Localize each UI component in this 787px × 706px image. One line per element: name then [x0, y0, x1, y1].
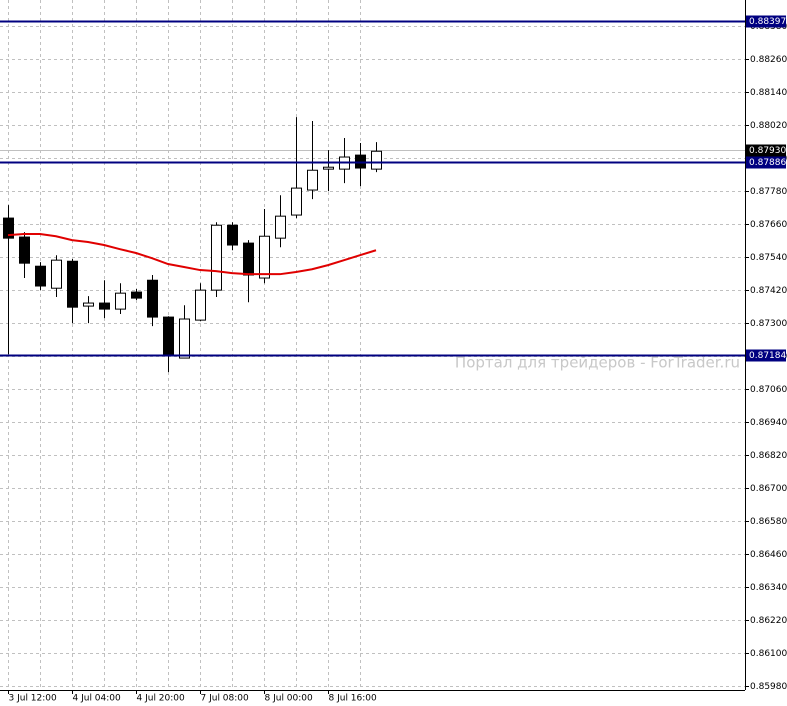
candle-body	[291, 187, 302, 216]
candle-body	[3, 217, 14, 239]
y-tick-label: 0.86340	[750, 583, 787, 593]
x-tick-label: 3 Jul 12:00	[9, 694, 58, 704]
level-label: 0.88397	[749, 17, 786, 27]
level-label-bg	[746, 349, 786, 362]
x-tick-label: 7 Jul 08:00	[201, 694, 250, 704]
x-tick-label: 4 Jul 20:00	[137, 694, 186, 704]
y-tick-label: 0.87420	[750, 286, 787, 296]
candle-body	[147, 279, 158, 318]
candle-body	[227, 224, 238, 246]
x-tick-label: 8 Jul 16:00	[329, 694, 378, 704]
y-tick-label: 0.87780	[750, 187, 787, 197]
current-price-label-bg	[746, 144, 786, 157]
y-tick-label: 0.86820	[750, 451, 787, 461]
x-tick-label: 4 Jul 04:00	[73, 694, 122, 704]
candle-body	[371, 150, 382, 170]
candle-body	[67, 260, 78, 308]
current-price-label: 0.87930	[749, 146, 786, 156]
candle-body	[259, 235, 270, 279]
level-label-bg	[746, 15, 786, 28]
y-tick-label: 0.86100	[750, 649, 787, 659]
y-tick-label: 0.86460	[750, 550, 787, 560]
y-tick-label: 0.86700	[750, 484, 787, 494]
candle-body	[307, 169, 318, 191]
candle-body	[211, 224, 222, 291]
y-tick-label: 0.88260	[750, 55, 787, 65]
candle-body	[179, 318, 190, 359]
watermark: Портал для трейдеров - ForTrader.ru	[455, 354, 740, 372]
candle-body	[83, 302, 94, 307]
candle-body	[323, 166, 334, 170]
candle-body	[243, 242, 254, 276]
candle-body	[275, 215, 286, 239]
level-label: 0.87184	[749, 351, 786, 361]
moving-average	[7, 233, 377, 276]
y-tick-label: 0.87540	[750, 253, 787, 263]
candle-body	[115, 292, 126, 310]
candle-body	[131, 291, 142, 299]
y-tick-label: 0.87660	[750, 220, 787, 230]
y-tick-label: 0.86220	[750, 616, 787, 626]
level-label-bg	[746, 156, 786, 169]
candle-body	[163, 316, 174, 356]
y-tick-label: 0.85980	[750, 682, 787, 692]
candle-body	[195, 289, 206, 321]
y-tick-label: 0.86940	[750, 418, 787, 428]
x-tick-label: 8 Jul 00:00	[265, 694, 314, 704]
candle-body	[35, 265, 46, 287]
candle-body	[19, 236, 30, 264]
candle-body	[51, 259, 62, 289]
y-tick-label: 0.88140	[750, 88, 787, 98]
level-label: 0.87886	[749, 158, 786, 168]
y-tick-label: 0.87300	[750, 319, 787, 329]
candle-body	[99, 302, 110, 310]
y-tick-label: 0.87060	[750, 385, 787, 395]
y-tick-label: 0.88020	[750, 121, 787, 131]
y-tick-label: 0.86580	[750, 517, 787, 527]
